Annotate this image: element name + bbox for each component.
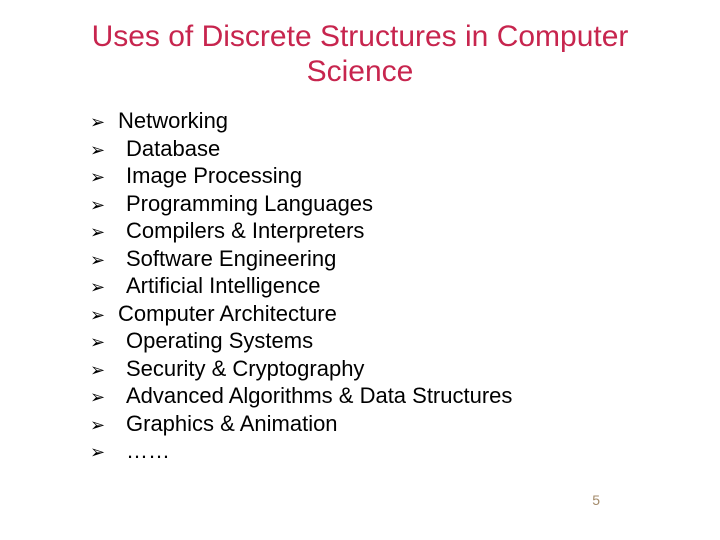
list-item: ➢Software Engineering [90,245,670,273]
bullet-icon: ➢ [90,221,118,244]
bullet-icon: ➢ [90,331,118,354]
list-item: ➢Operating Systems [90,327,670,355]
list-item: ➢Artificial Intelligence [90,272,670,300]
list-item-text: Operating Systems [118,327,670,355]
bullet-icon: ➢ [90,414,118,437]
list-item-text: Software Engineering [118,245,670,273]
list-item: ➢Advanced Algorithms & Data Structures [90,382,670,410]
list-item-text: Advanced Algorithms & Data Structures [118,382,670,410]
bullet-icon: ➢ [90,386,118,409]
list-item-text: Security & Cryptography [118,355,670,383]
list-item: ➢Computer Architecture [90,300,670,328]
bullet-icon: ➢ [90,139,118,162]
list-item: ➢Programming Languages [90,190,670,218]
bullet-icon: ➢ [90,166,118,189]
bullet-icon: ➢ [90,194,118,217]
page-number: 5 [592,492,600,508]
list-item: ➢Networking [90,107,670,135]
list-item: ➢Compilers & Interpreters [90,217,670,245]
list-item-text: Compilers & Interpreters [118,217,670,245]
list-item-text: Programming Languages [118,190,670,218]
list-item: ➢Database [90,135,670,163]
list-item: ➢Image Processing [90,162,670,190]
list-item: ➢…… [90,437,670,465]
bullet-icon: ➢ [90,249,118,272]
list-item-text: Artificial Intelligence [118,272,670,300]
bullet-icon: ➢ [90,441,118,464]
list-item-text: Database [118,135,670,163]
list-item-text: …… [118,437,670,465]
list-item: ➢Security & Cryptography [90,355,670,383]
bullet-list: ➢Networking➢Database➢Image Processing➢Pr… [90,107,670,465]
slide-title: Uses of Discrete Structures in Computer … [80,20,640,89]
bullet-icon: ➢ [90,304,118,327]
bullet-icon: ➢ [90,359,118,382]
bullet-icon: ➢ [90,276,118,299]
list-item-text: Image Processing [118,162,670,190]
list-item: ➢Graphics & Animation [90,410,670,438]
list-item-text: Computer Architecture [118,300,670,328]
list-item-text: Networking [118,107,670,135]
slide: Uses of Discrete Structures in Computer … [0,0,720,540]
list-item-text: Graphics & Animation [118,410,670,438]
bullet-icon: ➢ [90,111,118,134]
